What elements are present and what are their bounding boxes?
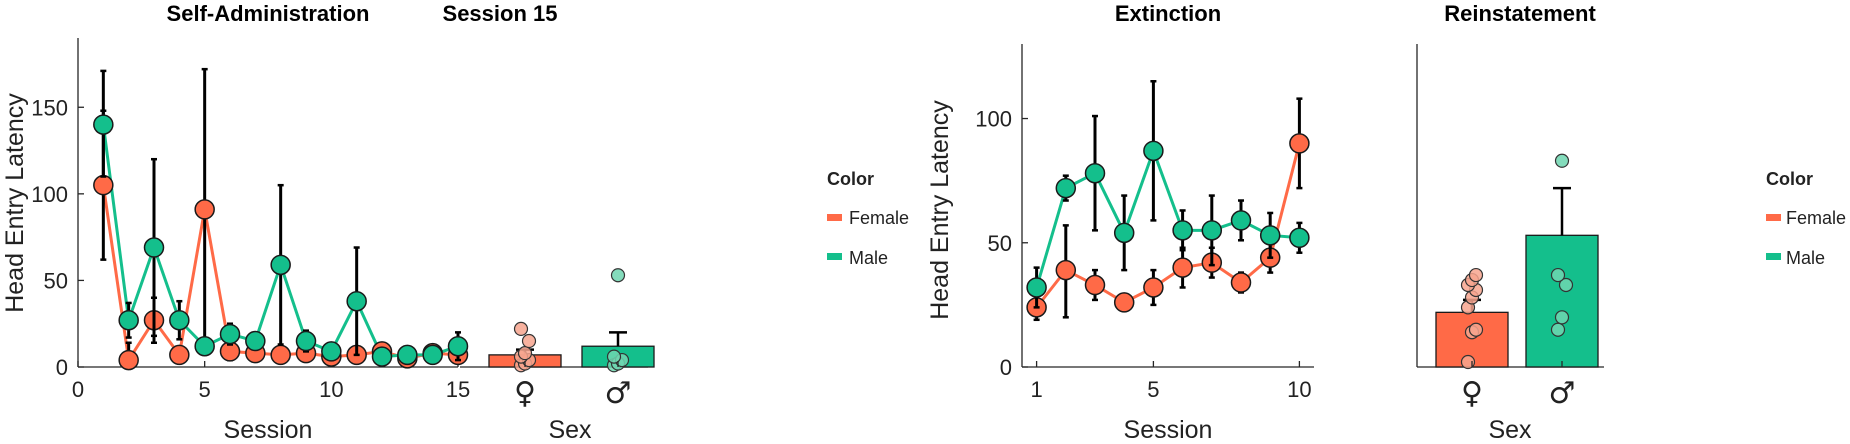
data-point-male bbox=[422, 344, 443, 366]
female-symbol-icon: ♀ bbox=[514, 376, 536, 411]
data-point-female bbox=[270, 344, 291, 366]
data-point-male bbox=[245, 330, 266, 352]
data-point-female bbox=[1113, 292, 1135, 313]
data-point-male bbox=[1026, 277, 1047, 298]
data-point-male bbox=[397, 344, 418, 366]
y-tick-label: 0 bbox=[1000, 355, 1012, 380]
individual-point bbox=[1554, 153, 1570, 168]
data-point-male bbox=[169, 309, 190, 331]
individual-point bbox=[513, 321, 529, 337]
data-point-male bbox=[1230, 210, 1252, 231]
individual-point bbox=[1460, 354, 1476, 370]
individual-point bbox=[521, 333, 537, 349]
individual-point bbox=[610, 268, 626, 283]
y-tick-label: 100 bbox=[975, 107, 1012, 132]
legend-female-swatch bbox=[827, 214, 842, 221]
data-point-female bbox=[1084, 274, 1106, 296]
title-self-administration: Self-Administration bbox=[167, 1, 370, 26]
xlabel-self-administration: Session bbox=[224, 416, 313, 444]
y-tick-label: 150 bbox=[31, 95, 68, 120]
data-point-male bbox=[1055, 177, 1077, 199]
data-point-female bbox=[93, 174, 114, 196]
legend-title: Color bbox=[827, 169, 874, 189]
data-point-female bbox=[169, 344, 190, 366]
legend-right: Color Female Male bbox=[1766, 169, 1846, 268]
legend-male-swatch bbox=[1766, 253, 1781, 260]
x-tick-label: 5 bbox=[199, 377, 211, 402]
legend-male-label: Male bbox=[849, 248, 888, 268]
data-point-male bbox=[1113, 222, 1135, 244]
data-point-male bbox=[1289, 227, 1310, 249]
individual-point bbox=[1468, 267, 1484, 283]
x-tick-label: 15 bbox=[446, 377, 470, 402]
legend-title: Color bbox=[1766, 169, 1813, 189]
individual-point bbox=[1554, 310, 1570, 325]
individual-point bbox=[606, 349, 622, 364]
data-point-male bbox=[1172, 220, 1193, 241]
data-point-male bbox=[118, 309, 139, 331]
xlabel-reinstatement: Sex bbox=[1488, 416, 1532, 444]
legend-male-swatch bbox=[827, 253, 842, 260]
legend-female-swatch bbox=[1766, 214, 1781, 221]
ylabel-self-administration: Head Entry Latency bbox=[1, 93, 29, 313]
individual-point bbox=[1550, 322, 1566, 337]
y-tick-label: 100 bbox=[31, 182, 68, 207]
legend-left: Color Female Male bbox=[827, 169, 909, 268]
data-point-male bbox=[1084, 162, 1106, 184]
x-tick-label: 5 bbox=[1147, 377, 1159, 402]
individual-point bbox=[1550, 267, 1566, 283]
data-point-male bbox=[143, 237, 165, 258]
data-point-male bbox=[371, 346, 393, 367]
individual-point bbox=[1468, 322, 1484, 337]
data-point-male bbox=[219, 323, 241, 345]
data-point-male bbox=[346, 290, 367, 312]
data-point-male bbox=[93, 114, 114, 135]
y-tick-label: 0 bbox=[56, 355, 68, 380]
series-line-female bbox=[1035, 143, 1301, 309]
legend-female-label: Female bbox=[1786, 208, 1846, 228]
data-point-male bbox=[321, 341, 342, 362]
male-symbol-icon: ♂ bbox=[1549, 376, 1576, 411]
x-tick-label: 10 bbox=[1287, 377, 1311, 402]
title-session-15: Session 15 bbox=[443, 1, 558, 26]
data-point-male bbox=[1143, 140, 1164, 162]
title-reinstatement: Reinstatement bbox=[1444, 1, 1596, 26]
legend-male-label: Male bbox=[1786, 248, 1825, 268]
data-point-male bbox=[194, 335, 215, 357]
data-point-female bbox=[1230, 272, 1252, 293]
title-extinction: Extinction bbox=[1115, 1, 1221, 26]
data-point-male bbox=[1259, 225, 1281, 246]
x-tick-label: 1 bbox=[1030, 377, 1042, 402]
x-tick-label: 10 bbox=[319, 377, 343, 402]
legend-female-label: Female bbox=[849, 208, 909, 228]
data-point-female bbox=[194, 199, 215, 220]
individual-point bbox=[1558, 277, 1574, 293]
data-point-male bbox=[295, 330, 317, 352]
series-line-male bbox=[1035, 146, 1300, 288]
data-point-male bbox=[1201, 220, 1223, 241]
data-point-male bbox=[270, 254, 291, 276]
data-point-male bbox=[447, 335, 469, 357]
xlabel-session-15: Sex bbox=[548, 416, 592, 444]
female-symbol-icon: ♀ bbox=[1461, 376, 1483, 411]
data-point-female bbox=[1289, 133, 1310, 154]
xlabel-extinction: Session bbox=[1124, 416, 1213, 444]
ylabel-extinction: Head Entry Latency bbox=[926, 100, 954, 320]
y-tick-label: 50 bbox=[44, 268, 68, 293]
data-point-female bbox=[118, 349, 139, 371]
male-symbol-icon: ♂ bbox=[605, 376, 632, 411]
data-point-female bbox=[1143, 277, 1164, 298]
y-tick-label: 50 bbox=[988, 231, 1012, 256]
bar-male bbox=[1525, 234, 1599, 368]
data-point-female bbox=[1172, 257, 1193, 278]
individual-point bbox=[517, 346, 533, 361]
data-point-female bbox=[1055, 259, 1077, 281]
x-tick-label: 0 bbox=[72, 377, 84, 402]
